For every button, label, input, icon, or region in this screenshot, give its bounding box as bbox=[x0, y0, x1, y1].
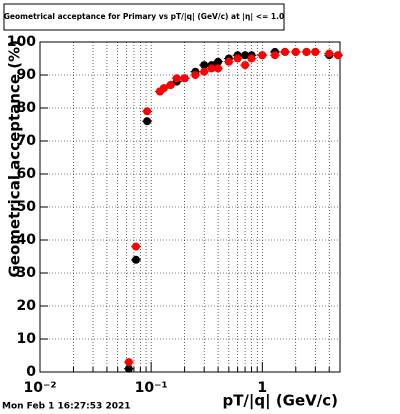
point bbox=[131, 242, 140, 251]
point bbox=[241, 61, 250, 70]
point bbox=[191, 71, 200, 79]
footer: Mon Feb 1 16:27:53 2021 bbox=[2, 402, 131, 412]
point bbox=[180, 74, 189, 83]
point bbox=[131, 255, 140, 264]
y-axis-label: Geometrical acceptance (%) bbox=[6, 40, 24, 278]
y-tick-label: 90 bbox=[17, 67, 37, 83]
y-tick-label: 30 bbox=[17, 265, 37, 281]
point bbox=[166, 80, 175, 89]
point bbox=[241, 51, 250, 60]
y-tick-label: 0 bbox=[26, 364, 36, 380]
point bbox=[159, 84, 168, 93]
point bbox=[214, 57, 223, 66]
point bbox=[200, 67, 209, 76]
y-tick-label: 40 bbox=[17, 232, 37, 248]
point bbox=[302, 47, 311, 56]
y-tick-label: 50 bbox=[17, 199, 37, 215]
point bbox=[143, 117, 152, 126]
y-tick-label: 10 bbox=[17, 331, 37, 347]
point bbox=[233, 54, 242, 63]
point bbox=[143, 107, 152, 116]
point bbox=[172, 74, 181, 83]
y-tick-label: 60 bbox=[17, 166, 37, 182]
chart-title: Geometrical acceptance for Primary vs pT… bbox=[4, 12, 284, 22]
point bbox=[124, 364, 133, 373]
plot-frame bbox=[39, 41, 341, 373]
point bbox=[291, 47, 300, 56]
point bbox=[224, 57, 233, 66]
point bbox=[334, 51, 343, 60]
point bbox=[214, 64, 223, 73]
x-tick-label: 10⁻¹ bbox=[135, 380, 168, 396]
title-box bbox=[3, 3, 285, 31]
x-tick-label: 1 bbox=[257, 380, 267, 396]
point bbox=[124, 358, 133, 367]
y-tick-label: 70 bbox=[17, 133, 37, 149]
point bbox=[280, 47, 289, 56]
x-axis-label: pT/|q| (GeV/c) bbox=[222, 392, 338, 411]
y-tick-label: 100 bbox=[7, 34, 36, 50]
point bbox=[200, 61, 209, 70]
point bbox=[258, 51, 267, 60]
y-tick-label: 80 bbox=[17, 100, 37, 116]
point bbox=[270, 51, 279, 60]
point bbox=[325, 49, 334, 58]
y-tick-label: 20 bbox=[17, 298, 37, 314]
point bbox=[207, 64, 216, 73]
x-tick-label: 10⁻² bbox=[23, 380, 56, 396]
point bbox=[247, 54, 256, 63]
point bbox=[311, 47, 320, 56]
